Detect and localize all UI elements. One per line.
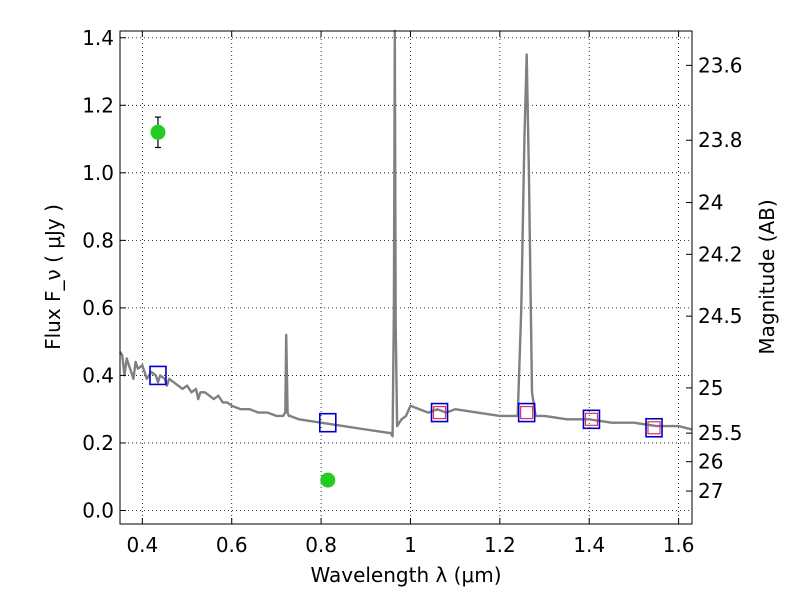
y-tick-label: 0.6: [82, 296, 114, 320]
model-photometry-square: [318, 412, 337, 433]
grid-lines: [120, 31, 692, 524]
magnitude-tick-label: 25: [698, 376, 723, 400]
magnitude-tick-label: 23.8: [698, 128, 743, 152]
x-tick-label: 1: [404, 533, 417, 557]
y-axis-title: Flux F_ν ( μJy ): [41, 204, 65, 350]
magnitude-tick-label: 25.5: [698, 421, 743, 445]
y-tick-label: 0.8: [82, 228, 114, 252]
spectrum-series: [118, 29, 693, 438]
axis-ticks: 0.4 0.6 0.8 1 1.2 1.4 1.6 0.0 0.2 0.4 0.6 0.8 1.0 1.2…: [82, 26, 742, 557]
x-tick-label: 1.4: [573, 533, 605, 557]
photometry-markers: [149, 116, 663, 488]
y-tick-label: 0.0: [82, 498, 114, 522]
x-tick-label: 1.2: [484, 533, 516, 557]
observed-photometry-square: [647, 421, 661, 435]
plot-frame: [119, 30, 693, 525]
y-tick-label: 1.4: [82, 26, 114, 50]
y-tick-label: 0.4: [82, 363, 114, 387]
model-photometry-square: [149, 365, 167, 386]
y-tick-label: 0.2: [82, 431, 114, 455]
model-photometry-square: [582, 409, 601, 430]
observed-photometry-square: [520, 405, 534, 420]
magnitude-tick-label: 24.2: [698, 242, 743, 266]
magnitude-tick-label: 24: [698, 191, 723, 215]
model-photometry-square: [645, 417, 663, 438]
x-tick-label: 0.8: [305, 533, 337, 557]
model-photometry-square: [517, 402, 536, 423]
x-tick-label: 0.4: [126, 533, 158, 557]
photometry-point: [320, 472, 336, 488]
x-tick-label: 1.6: [663, 533, 695, 557]
magnitude-tick-label: 27: [698, 479, 723, 503]
y-tick-label: 1.0: [82, 161, 114, 185]
observed-photometry-square: [584, 412, 599, 426]
magnitude-tick-label: 24.5: [698, 304, 743, 328]
x-tick-label: 0.6: [216, 533, 248, 557]
right-axis-title: Magnitude (AB): [755, 199, 779, 354]
photometry-point: [150, 124, 166, 140]
spectrum-line: [118, 29, 693, 438]
plot-background: [120, 31, 692, 524]
x-axis-title: Wavelength λ (μm): [310, 563, 501, 587]
model-photometry-square: [430, 402, 449, 423]
magnitude-tick-label: 26: [698, 450, 723, 474]
observed-photometry-square: [432, 405, 447, 420]
magnitude-tick-label: 23.6: [698, 53, 743, 77]
y-tick-label: 1.2: [82, 93, 114, 117]
